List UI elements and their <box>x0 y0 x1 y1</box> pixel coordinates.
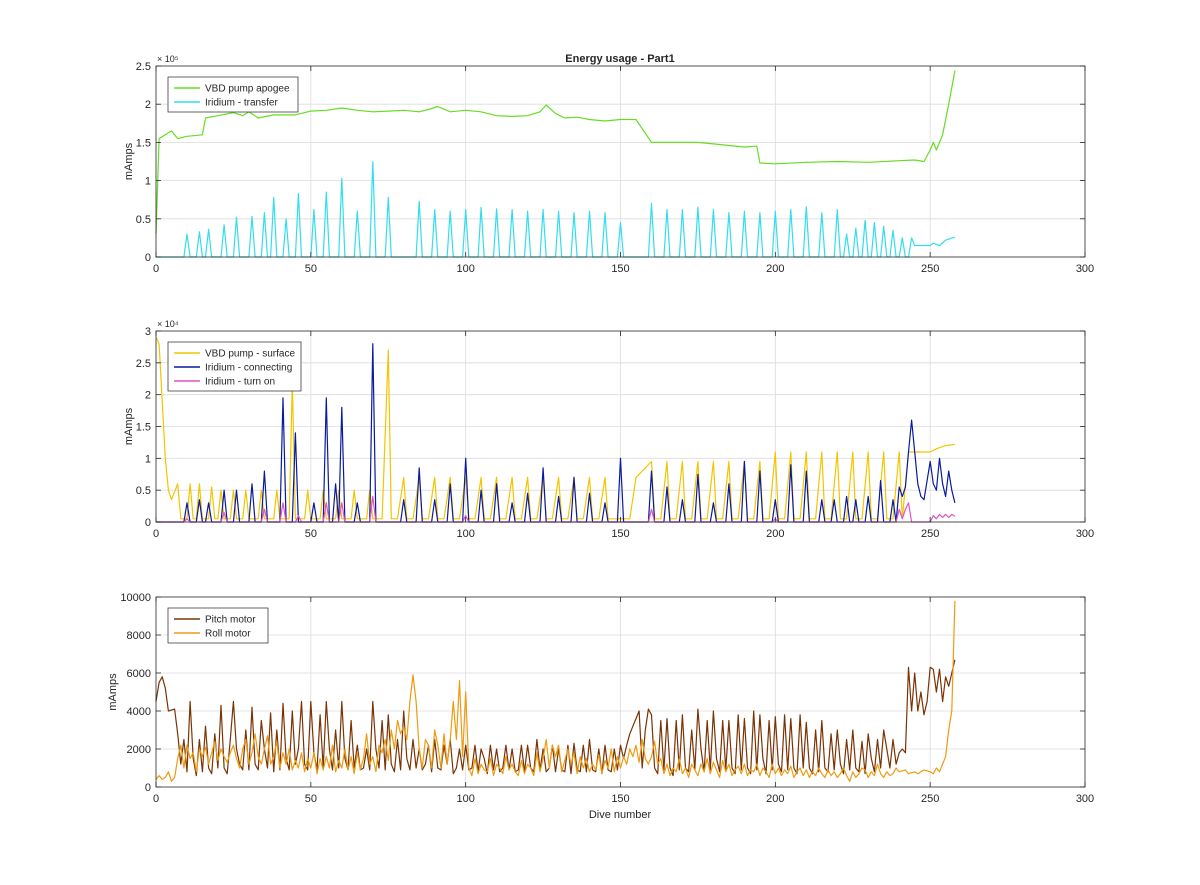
x-tick-label: 50 <box>305 263 317 275</box>
y-tick-label: 0 <box>145 782 151 794</box>
y-tick-label: 2.5 <box>136 358 151 370</box>
legend-label: Iridium - connecting <box>205 363 292 374</box>
y-axis-label: mAmps <box>123 142 135 180</box>
x-tick-label: 150 <box>611 528 629 540</box>
x-tick-label: 0 <box>153 263 159 275</box>
legend-box <box>167 76 299 113</box>
y-tick-label: 3 <box>145 326 151 338</box>
x-tick-label: 250 <box>921 793 939 805</box>
legend-label: VBD pump apogee <box>205 84 290 95</box>
x-tick-label: 50 <box>305 793 317 805</box>
x-tick-label: 200 <box>766 793 784 805</box>
x-tick-label: 100 <box>456 528 474 540</box>
y-exponent-label: × 10⁵ <box>157 54 179 64</box>
y-axis-label: mAmps <box>123 407 135 445</box>
subplot-2: 0 50 100 150 200 250 300 0 0.5 1 1.5 2 2.5 3 × 10⁴ mAmp… <box>123 319 1094 540</box>
y-tick-label: 1.5 <box>136 422 151 434</box>
y-tick-label: 2 <box>145 390 151 402</box>
y-tick-label: 2.5 <box>136 61 151 73</box>
y-axis-label: mAmps <box>107 673 119 711</box>
legend: VBD pump - surface Iridium - connecting Ir… <box>167 341 302 392</box>
series-line-2 <box>155 600 956 782</box>
legend-label: VBD pump - surface <box>205 349 295 360</box>
y-tick-label: 2 <box>145 99 151 111</box>
legend-label: Pitch motor <box>205 615 256 626</box>
x-tick-label: 250 <box>921 263 939 275</box>
x-tick-label: 150 <box>611 793 629 805</box>
subplot-1: 0 50 100 150 200 250 300 0 0.5 1 1.5 2 2.5 × 10⁵ mAmps… <box>123 54 1094 275</box>
x-tick-label: 0 <box>153 793 159 805</box>
y-tick-label: 10000 <box>120 592 151 604</box>
y-tick-label: 0 <box>145 252 151 264</box>
y-tick-label: 6000 <box>127 668 151 680</box>
y-tick-label: 0 <box>145 517 151 529</box>
y-tick-label: 0.5 <box>136 485 151 497</box>
x-tick-label: 150 <box>611 263 629 275</box>
y-tick-label: 1.5 <box>136 137 151 149</box>
x-tick-label: 300 <box>1076 263 1094 275</box>
y-tick-label: 0.5 <box>136 214 151 226</box>
subplot-3: 0 50 100 150 200 250 300 0 2000 4000 6000 8000 10000… <box>107 592 1094 805</box>
x-tick-label: 200 <box>766 528 784 540</box>
y-tick-label: 4000 <box>127 706 151 718</box>
y-exponent-label: × 10⁴ <box>157 319 179 329</box>
legend-box <box>167 607 269 644</box>
legend-label: Iridium - turn on <box>205 377 275 388</box>
series-line-1 <box>155 70 956 235</box>
legend-label: Iridium - transfer <box>205 98 278 109</box>
x-tick-label: 300 <box>1076 528 1094 540</box>
x-tick-label: 100 <box>456 263 474 275</box>
x-tick-label: 300 <box>1076 793 1094 805</box>
x-tick-label: 250 <box>921 528 939 540</box>
legend-label: Roll motor <box>205 629 251 640</box>
x-tick-label: 50 <box>305 528 317 540</box>
y-tick-label: 2000 <box>127 744 151 756</box>
figure-title: Energy usage - Part1 <box>565 53 674 65</box>
x-tick-label: 200 <box>766 263 784 275</box>
y-tick-label: 1 <box>145 453 151 465</box>
x-axis-label: Dive number <box>589 809 652 821</box>
y-tick-label: 8000 <box>127 630 151 642</box>
legend: Pitch motor Roll motor <box>167 607 269 644</box>
y-tick-label: 1 <box>145 176 151 188</box>
legend: VBD pump apogee Iridium - transfer <box>167 76 299 113</box>
x-tick-label: 100 <box>456 793 474 805</box>
series-line-1 <box>155 659 956 777</box>
x-tick-label: 0 <box>153 528 159 540</box>
